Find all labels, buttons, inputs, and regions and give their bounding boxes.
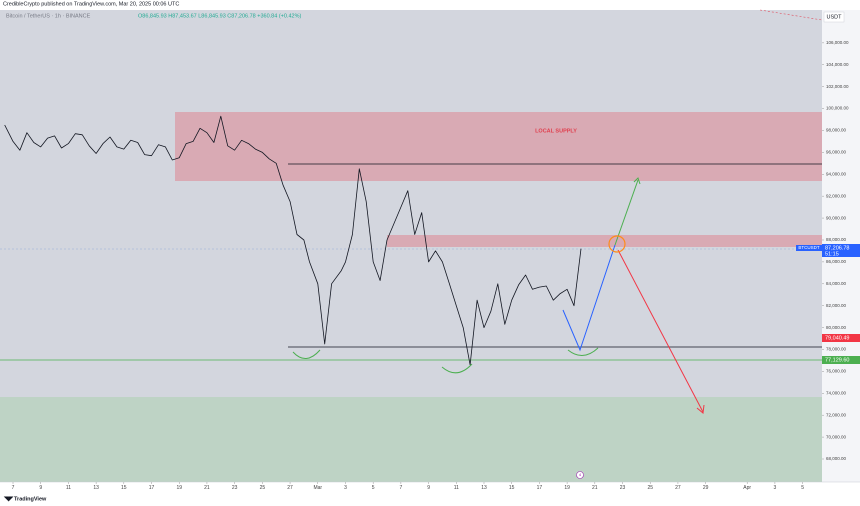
x-tick-label: 21 [592,485,598,491]
x-tick-label: 11 [454,485,459,491]
footer-brand: TradingView [14,496,47,502]
y-tick-label: 106,000.00 [826,40,849,45]
price-line [4,115,582,366]
symbol-tag-label: BTCUSDT [798,245,820,250]
x-tick-label: 19 [176,485,182,491]
event-badge[interactable] [576,471,584,479]
x-tick-label: 27 [675,485,681,491]
supply-zone [175,112,822,181]
x-tick-label: 15 [121,485,127,491]
symbol-info: Bitcoin / TetherUS · 1h · BINANCE [6,13,91,19]
bounce-arrow [441,363,473,374]
arrow-head [696,404,705,414]
x-tick-label: 9 [427,485,430,491]
x-tick-label: 23 [620,485,626,491]
y-tick-label: 102,000.00 [826,84,849,89]
bounce-arrow [567,347,599,356]
x-tick-label: 5 [801,485,804,491]
x-tick-label: 17 [537,485,543,491]
y-tick-label: 100,000.00 [826,106,849,111]
symbol-tag [796,245,822,251]
x-tick-label: Mar [313,485,322,491]
y-tick-label: 80,000.00 [826,325,847,330]
y-tick-label: 72,000.00 [826,412,847,417]
green-level-box [822,356,860,364]
x-tick-label: 9 [39,485,42,491]
x-tick-label: 23 [232,485,238,491]
x-tick-label: 21 [204,485,210,491]
x-tick-label: 15 [509,485,515,491]
y-tick-label: 74,000.00 [826,390,847,395]
ohlc: O86,845.93 H87,453.67 L86,845.93 C87,206… [138,13,301,19]
red-arrow [617,249,704,413]
x-tick-label: 13 [93,485,99,491]
currency: USDT [827,14,843,20]
x-tick-label: 29 [703,485,709,491]
y-tick-label: 76,000.00 [826,369,847,374]
x-tick-label: 7 [12,485,15,491]
x-tick-label: 3 [344,485,347,491]
footer-logo: ◥◤ [3,497,14,503]
red-level-box [822,334,860,342]
x-tick-label: 25 [647,485,653,491]
x-tick-label: 3 [774,485,777,491]
x-tick-label: 19 [564,485,570,491]
y-tick-label: 84,000.00 [826,281,847,286]
last-price-box [822,244,860,257]
x-tick-label: 7 [399,485,402,491]
y-tick-label: 98,000.00 [826,128,847,133]
plot [4,115,582,366]
x-tick-label: 13 [481,485,487,491]
y-tick-label: 94,000.00 [826,171,847,176]
y-tick-label: 90,000.00 [826,215,847,220]
supply-label: LOCAL SUPPLY [535,128,577,134]
arrow-head [633,177,641,185]
y-tick-label: 104,000.00 [826,62,849,67]
y-tick-label: 78,000.00 [826,347,847,352]
x-tick-label: 25 [260,485,266,491]
green-arrow [614,179,639,246]
target-circle [608,235,626,253]
x-tick-label: 5 [372,485,375,491]
x-tick-label: 27 [287,485,293,491]
publisher: CredibleCrypto published on TradingView.… [3,1,179,7]
currency-box[interactable] [823,11,845,23]
y-tick-label: 92,000.00 [826,193,847,198]
red-level: 79,040.49 [825,335,849,341]
y-tick-label: 96,000.00 [826,150,847,155]
countdown: 51:15 [825,251,839,257]
blue-path [562,244,616,352]
y-tick-label: 68,000.00 [826,456,847,461]
green-level: 77,129.60 [825,357,849,363]
x-tick-label: 11 [66,485,71,491]
y-tick-label: 70,000.00 [826,434,847,439]
trend-line [759,9,823,21]
y-tick-label: 86,000.00 [826,259,847,264]
demand-zone [0,397,822,482]
last-price: 87,206.78 [825,245,849,251]
resistance-zone [387,235,822,247]
x-tick-label: 17 [149,485,155,491]
bounce-arrow [292,349,321,359]
event-badge-label: 4 [579,472,582,477]
x-tick-label: Apr [743,485,751,491]
y-tick-label: 82,000.00 [826,303,847,308]
y-tick-label: 88,000.00 [826,237,847,242]
